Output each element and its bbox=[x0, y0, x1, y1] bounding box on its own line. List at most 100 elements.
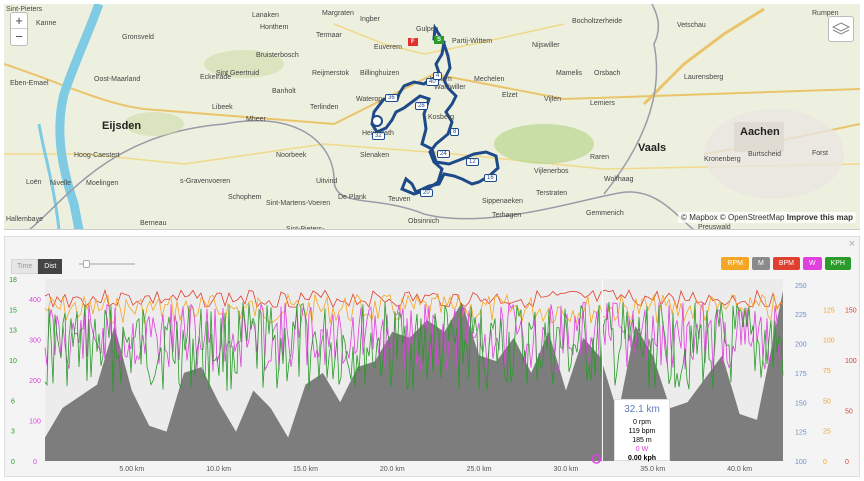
km-marker[interactable]: 12 bbox=[466, 158, 479, 166]
kph-tick-label: 10 bbox=[9, 358, 17, 365]
series-toggle-buttons: RPM M BPM W KPH bbox=[721, 257, 851, 270]
kph-tick-label: 0 bbox=[11, 459, 15, 466]
series-button-rpm[interactable]: RPM bbox=[721, 257, 749, 270]
place-label: Eijsden bbox=[102, 120, 142, 132]
place-label: Burtscheid bbox=[748, 151, 782, 158]
series-button-bpm[interactable]: BPM bbox=[772, 257, 800, 270]
ride-chart[interactable]: 5.00 km 10.0 km 15.0 km 20.0 km 25.0 km 30.0 … bbox=[5, 237, 861, 478]
tooltip-speed: 0.00 kph bbox=[627, 455, 656, 462]
meters-tick-label: 150 bbox=[795, 400, 807, 407]
place-label: Schophem bbox=[228, 194, 262, 201]
slider-handle[interactable] bbox=[83, 260, 90, 268]
place-label: Mamelis bbox=[556, 70, 583, 77]
series-button-kph[interactable]: KPH bbox=[824, 257, 851, 270]
place-label: Hallembaye bbox=[6, 216, 43, 223]
chart-panel: 5.00 km 10.0 km 15.0 km 20.0 km 25.0 km 30.0 … bbox=[4, 236, 860, 477]
place-label: Sippenaeken bbox=[482, 198, 523, 205]
km-marker[interactable]: 4 bbox=[433, 72, 443, 80]
place-label: Libeek bbox=[212, 104, 233, 111]
km-marker[interactable]: 36 bbox=[385, 94, 398, 102]
series-button-w[interactable]: W bbox=[802, 257, 822, 270]
place-label: Berneau bbox=[140, 220, 167, 227]
map-canvas bbox=[4, 4, 860, 229]
km-marker[interactable]: 8 bbox=[450, 128, 460, 136]
place-label: Gulpen bbox=[416, 26, 439, 33]
place-label: Margraten bbox=[322, 10, 354, 17]
x-tick-label: 20.0 km bbox=[380, 466, 405, 473]
place-label: Sint-Pieters- bbox=[286, 226, 325, 230]
kph-tick-label: 6 bbox=[11, 398, 15, 405]
close-icon[interactable]: × bbox=[848, 238, 855, 250]
kph-tick-label: 18 bbox=[9, 277, 17, 284]
km-marker[interactable]: 24 bbox=[437, 150, 450, 158]
place-label: Gemmenich bbox=[586, 210, 624, 217]
watts-tick-label: 0 bbox=[33, 459, 37, 466]
bpm-line bbox=[44, 288, 782, 310]
smoothing-slider[interactable] bbox=[79, 260, 135, 268]
dist-toggle-button[interactable]: Dist bbox=[38, 259, 63, 274]
kph-tick-label: 15 bbox=[9, 307, 17, 314]
place-label: Sint-Martens-Voeren bbox=[266, 200, 331, 207]
place-label: Lanaken bbox=[252, 12, 279, 19]
watts-tick-label: 300 bbox=[29, 338, 41, 345]
layers-icon bbox=[831, 22, 851, 35]
place-label: Vaals bbox=[638, 142, 667, 154]
place-label: Honthem bbox=[260, 24, 289, 31]
place-label: Partij-Wittem bbox=[452, 38, 493, 45]
time-toggle-button[interactable]: Time bbox=[11, 259, 39, 274]
km-marker[interactable]: 40 bbox=[426, 78, 439, 86]
place-label: Obsinnich bbox=[408, 218, 440, 225]
x-tick-label: 25.0 km bbox=[467, 466, 492, 473]
place-label: Mechelen bbox=[474, 76, 505, 83]
tooltip-rpm: 0 rpm bbox=[633, 419, 651, 426]
km-marker[interactable]: 28 bbox=[415, 102, 428, 110]
meters-tick-label: 175 bbox=[795, 371, 807, 378]
start-flag[interactable]: S bbox=[434, 36, 445, 44]
attribution-text[interactable]: © Mapbox © OpenStreetMap bbox=[681, 213, 785, 222]
place-label: Sint-Pieters bbox=[6, 6, 43, 13]
place-label: Terlinden bbox=[310, 104, 339, 111]
meters-tick-label: 125 bbox=[795, 430, 807, 437]
place-label: Billinghuizen bbox=[360, 70, 400, 77]
rpm-line bbox=[44, 292, 784, 324]
improve-map-link[interactable]: Improve this map bbox=[786, 213, 853, 222]
place-label: Orsbach bbox=[594, 70, 621, 77]
power-line bbox=[44, 301, 784, 373]
layers-button[interactable] bbox=[828, 16, 854, 42]
altitude-area bbox=[45, 290, 783, 461]
place-label: s-Gravenvoeren bbox=[180, 178, 231, 185]
x-tick-label: 30.0 km bbox=[553, 466, 578, 473]
speed-line bbox=[44, 302, 784, 392]
place-label: Wahlwiller bbox=[434, 84, 466, 91]
watts-tick-label: 100 bbox=[29, 419, 41, 426]
place-label: Hoog-Caestert bbox=[74, 152, 120, 159]
place-label: Kronenberg bbox=[704, 156, 741, 163]
place-label: Reijmerstok bbox=[312, 70, 349, 77]
hover-tooltip: 32.1 km 0 rpm 119 bpm 185 m 0 W 0.00 kph bbox=[614, 399, 670, 462]
finish-flag[interactable]: F bbox=[408, 38, 418, 46]
watts-tick-label: 200 bbox=[29, 378, 41, 385]
route-map[interactable]: + − Sint-Pieters Kanne Gronsveld Honthem Mar… bbox=[4, 4, 860, 230]
zoom-out-button[interactable]: − bbox=[15, 29, 23, 44]
x-tick-label: 40.0 km bbox=[727, 466, 752, 473]
series-button-m[interactable]: M bbox=[751, 257, 770, 270]
time-dist-toggle[interactable]: Time Dist bbox=[11, 259, 63, 274]
tooltip-bpm: 119 bpm bbox=[628, 428, 656, 435]
place-label: Lemiers bbox=[590, 100, 615, 107]
place-label: Elzet bbox=[502, 92, 518, 99]
place-label: Rumpen bbox=[812, 10, 839, 17]
place-label: Termaar bbox=[316, 32, 342, 39]
rpm-tick-label: 0 bbox=[823, 459, 827, 466]
tooltip-power: 0 W bbox=[635, 446, 649, 453]
place-label: Ingber bbox=[360, 16, 380, 23]
rpm-tick-label: 50 bbox=[823, 398, 831, 405]
zoom-control: + − bbox=[10, 12, 28, 46]
rpm-tick-label: 125 bbox=[823, 307, 835, 314]
place-label: Nijswiller bbox=[532, 42, 560, 49]
place-label: Uitvind bbox=[316, 178, 338, 185]
km-marker[interactable]: 16 bbox=[484, 174, 497, 182]
tooltip-distance: 32.1 km bbox=[624, 404, 660, 415]
zoom-in-button[interactable]: + bbox=[11, 13, 27, 29]
km-marker[interactable]: 20 bbox=[420, 189, 433, 197]
km-marker[interactable]: 32 bbox=[372, 132, 385, 140]
